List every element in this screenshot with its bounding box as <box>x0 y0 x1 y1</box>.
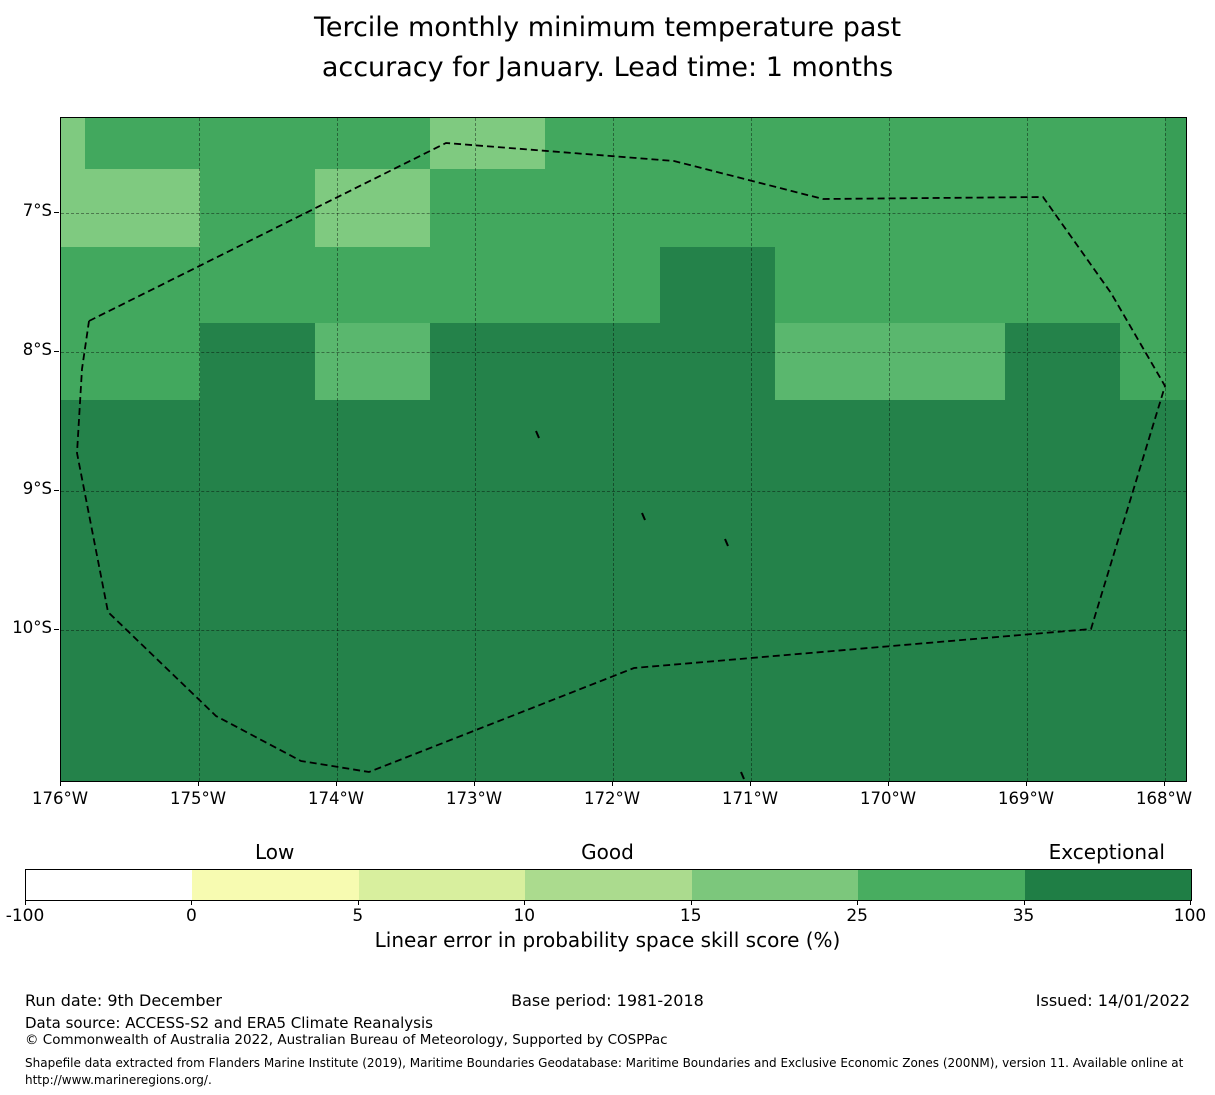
colorbar-tick-label: 10 <box>513 906 536 926</box>
island-outline-mark <box>740 771 745 780</box>
colorbar-axis-label: Linear error in probability space skill … <box>374 928 841 952</box>
island-outline-mark <box>535 430 540 439</box>
x-axis-tick-label: 174°W <box>307 789 365 808</box>
colorbar-segment <box>858 870 1025 900</box>
latitude-gridline <box>61 491 1186 492</box>
y-axis-tick <box>54 629 59 630</box>
colorbar-segment <box>192 870 359 900</box>
eez-dashed-boundary <box>76 142 1166 773</box>
colorbar-segment <box>691 870 859 900</box>
colorbar-segment <box>525 870 692 900</box>
y-axis-tick <box>54 490 59 491</box>
colorbar-tick-label: 100 <box>1173 906 1207 926</box>
y-axis-tick-label: 8°S <box>22 340 52 359</box>
colorbar-tick <box>25 901 26 905</box>
skill-cell <box>315 169 430 247</box>
longitude-gridline <box>1027 118 1028 781</box>
x-axis-tick-label: 169°W <box>997 789 1055 808</box>
colorbar-tick-label: 0 <box>186 906 197 926</box>
x-axis-tick <box>750 781 751 786</box>
base-period-text: Base period: 1981-2018 <box>511 991 704 1010</box>
y-axis-tick <box>54 212 59 213</box>
eez-boundary-layer <box>76 142 1166 780</box>
longitude-gridline <box>613 118 614 781</box>
skill-cell <box>660 247 775 323</box>
skill-cell <box>61 400 1186 781</box>
x-axis-tick <box>612 781 613 786</box>
colorbar-tick-label: 15 <box>679 906 702 926</box>
x-axis-tick <box>60 781 61 786</box>
colorbar-segment <box>26 870 193 900</box>
x-axis-tick <box>1026 781 1027 786</box>
latitude-gridline <box>61 213 1186 214</box>
colorbar-quality-label: Good <box>581 840 634 864</box>
skill-cell <box>775 323 1005 400</box>
x-axis-tick <box>474 781 475 786</box>
skill-cell <box>1165 118 1186 400</box>
island-outline-mark <box>641 512 646 521</box>
run-date-text: Run date: 9th December <box>25 991 222 1010</box>
x-axis-tick-label: 172°W <box>583 789 641 808</box>
longitude-gridline <box>475 118 476 781</box>
colorbar-tick <box>191 901 193 905</box>
colorbar-tick-label: 5 <box>352 906 364 926</box>
x-axis-tick-label: 170°W <box>859 789 917 808</box>
colorbar-tick <box>690 901 692 905</box>
x-axis-tick-label: 173°W <box>445 789 503 808</box>
shapefile-credit-line2: http://www.marineregions.org/. <box>25 1073 212 1087</box>
y-axis-tick <box>54 351 59 352</box>
x-axis-tick <box>198 781 199 786</box>
longitude-gridline <box>751 118 752 781</box>
x-axis-tick <box>336 781 337 786</box>
colorbar-tick <box>524 901 526 905</box>
colorbar-quality-label: Low <box>254 840 295 864</box>
latitude-gridline <box>61 352 1186 353</box>
colorbar-segment <box>358 870 526 900</box>
colorbar-tick-label: 25 <box>846 906 868 926</box>
x-axis-tick-label: 168°W <box>1135 789 1193 808</box>
x-axis-tick <box>1164 781 1165 786</box>
chart-title: Tercile monthly minimum temperature past… <box>0 8 1215 88</box>
colorbar <box>25 869 1192 901</box>
skill-cell <box>315 323 430 400</box>
skill-cell <box>200 323 315 400</box>
y-axis-tick-label: 10°S <box>12 618 52 637</box>
skill-cell <box>61 169 200 247</box>
shapefile-credit-line1: Shapefile data extracted from Flanders M… <box>25 1056 1184 1070</box>
x-axis-tick-label: 175°W <box>169 789 227 808</box>
island-outline-mark <box>724 538 729 547</box>
longitude-gridline <box>1165 118 1166 781</box>
colorbar-quality-label: Exceptional <box>1048 840 1165 864</box>
x-axis-tick-label: 176°W <box>31 789 89 808</box>
latitude-gridline <box>61 630 1186 631</box>
map-plot-area <box>60 117 1187 782</box>
colorbar-tick <box>857 901 859 905</box>
longitude-gridline <box>199 118 200 781</box>
x-axis-tick <box>888 781 889 786</box>
colorbar-tick <box>1023 901 1025 905</box>
y-axis-tick-label: 7°S <box>22 201 52 220</box>
skill-cell <box>1005 323 1120 400</box>
chart-title-line1: Tercile monthly minimum temperature past <box>313 12 902 43</box>
copyright-text: © Commonwealth of Australia 2022, Austra… <box>25 1032 668 1048</box>
skill-cell <box>61 118 85 169</box>
skill-cell <box>430 323 775 400</box>
longitude-gridline <box>889 118 890 781</box>
colorbar-segment <box>1024 870 1191 900</box>
colorbar-tick <box>357 901 359 905</box>
colorbar-tick-label: 35 <box>1012 906 1035 926</box>
issued-text: Issued: 14/01/2022 <box>1035 991 1190 1010</box>
longitude-gridline <box>337 118 338 781</box>
y-axis-tick-label: 9°S <box>22 479 52 498</box>
colorbar-tick-label: -100 <box>5 906 45 926</box>
data-source-text: Data source: ACCESS-S2 and ERA5 Climate … <box>25 1014 433 1032</box>
x-axis-tick-label: 171°W <box>721 789 779 808</box>
chart-title-line2: accuracy for January. Lead time: 1 month… <box>321 52 894 83</box>
colorbar-tick <box>1190 901 1191 905</box>
